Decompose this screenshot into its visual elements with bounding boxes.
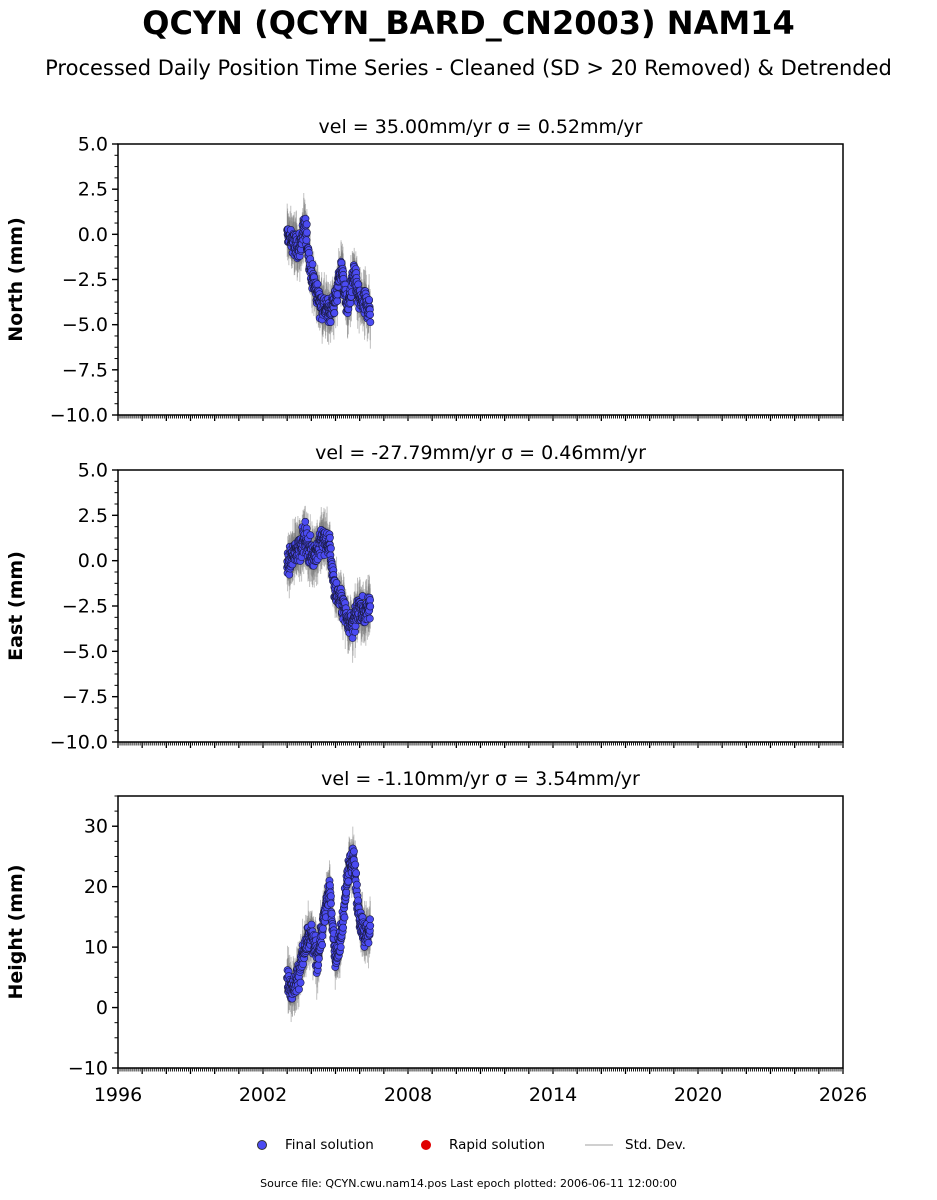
y-tick-label: −5.0: [62, 314, 108, 336]
data-point: [366, 921, 375, 930]
data-point: [344, 877, 353, 886]
data-point: [352, 869, 361, 878]
legend-item-final: Final solution: [257, 1137, 374, 1153]
plot-frame: [117, 469, 844, 743]
data-point: [302, 236, 311, 245]
panel-title: vel = -1.10mm/yr σ = 3.54mm/yr: [321, 768, 640, 790]
data-point: [319, 924, 327, 933]
x-tick-label: 2026: [819, 1084, 867, 1106]
y-tick-label: 2.5: [78, 505, 108, 527]
data-point: [327, 892, 335, 901]
y-tick-label: −2.5: [62, 269, 108, 291]
data-point: [366, 310, 375, 319]
y-axis-label: East (mm): [5, 551, 27, 661]
data-point: [350, 847, 358, 856]
data-point: [302, 228, 311, 237]
legend-label-stddev: Std. Dev.: [625, 1137, 686, 1153]
y-tick-label: 10: [84, 937, 108, 959]
legend-label-final: Final solution: [285, 1137, 374, 1153]
data-point: [366, 602, 375, 611]
data-point: [342, 888, 351, 897]
data-point: [340, 913, 349, 922]
figure-subtitle: Processed Daily Position Time Series - C…: [45, 56, 892, 80]
data-point: [333, 297, 342, 305]
data-point: [366, 596, 374, 604]
panel-1: vel = 35.00mm/yr σ = 0.52mm/yr North (mm)…: [5, 116, 844, 427]
y-tick-label: −5.0: [62, 641, 108, 663]
data-point: [314, 954, 323, 963]
y-tick-label: 30: [84, 816, 108, 838]
data-point: [327, 899, 335, 908]
data-point: [339, 923, 347, 932]
y-axis-label: North (mm): [5, 217, 27, 342]
panel-3: vel = -1.10mm/yr σ = 3.54mm/yr Height (mm…: [5, 768, 867, 1106]
y-tick-label: 0.0: [78, 224, 108, 246]
data-point: [366, 915, 374, 924]
y-axis-label: Height (mm): [5, 864, 27, 999]
x-tick-label: 1996: [94, 1084, 142, 1106]
y-tick-label: −10.0: [50, 732, 108, 754]
y-tick-label: −10: [68, 1058, 108, 1080]
data-point: [306, 531, 315, 540]
y-tick-label: 20: [84, 876, 108, 898]
data-layer: [283, 192, 375, 349]
panel-title: vel = 35.00mm/yr σ = 0.52mm/yr: [319, 116, 643, 138]
legend-label-rapid: Rapid solution: [449, 1137, 545, 1153]
data-point: [305, 248, 313, 257]
panel-2: vel = -27.79mm/yr σ = 0.46mm/yr East (mm)…: [5, 442, 844, 754]
x-tick-label: 2014: [529, 1084, 577, 1106]
legend-item-rapid: Rapid solution: [421, 1137, 545, 1153]
data-point: [330, 309, 339, 317]
plot-frame: [117, 143, 844, 416]
x-tick-label: 2002: [239, 1084, 287, 1106]
rapid-solution-marker-icon: [421, 1140, 431, 1150]
data-point: [308, 260, 317, 269]
data-point: [318, 941, 327, 949]
data-point: [353, 880, 361, 889]
y-tick-label: 2.5: [78, 179, 108, 201]
y-tick-label: 0.0: [78, 550, 108, 572]
data-point: [327, 909, 336, 918]
data-layer: [283, 826, 375, 1023]
y-tick-label: −7.5: [62, 359, 108, 381]
y-tick-label: −2.5: [62, 596, 108, 618]
final-solution-marker-icon: [257, 1140, 267, 1150]
data-point: [326, 533, 334, 542]
x-tick-label: 2020: [674, 1084, 722, 1106]
data-point: [365, 614, 374, 623]
std-dev-line-icon: [585, 1144, 613, 1146]
plot-frame: [117, 795, 844, 1069]
y-tick-label: 5.0: [78, 134, 108, 156]
data-point: [327, 544, 335, 553]
legend-item-stddev: Std. Dev.: [585, 1137, 686, 1153]
data-point: [314, 961, 323, 969]
data-point: [302, 220, 311, 229]
data-point: [313, 280, 322, 289]
legend: Final solution Rapid solution Std. Dev.: [0, 1137, 937, 1157]
data-point: [351, 860, 360, 869]
data-layer: [283, 505, 375, 663]
source-note: Source file: QCYN.cwu.nam14.pos Last epo…: [260, 1177, 677, 1190]
data-point: [336, 943, 345, 951]
data-point: [365, 295, 374, 304]
data-point: [366, 318, 375, 327]
x-tick-label: 2008: [384, 1084, 432, 1106]
data-point: [326, 881, 334, 890]
data-point: [326, 318, 335, 326]
data-point: [307, 920, 316, 929]
data-point: [296, 978, 305, 987]
data-point: [364, 938, 373, 947]
y-tick-label: 5.0: [78, 460, 108, 482]
y-tick-label: −7.5: [62, 686, 108, 708]
y-tick-label: −10.0: [50, 405, 108, 427]
panel-title: vel = -27.79mm/yr σ = 0.46mm/yr: [315, 442, 646, 464]
data-point: [318, 932, 327, 940]
y-tick-label: 0: [96, 997, 108, 1019]
figure-title: QCYN (QCYN_BARD_CN2003) NAM14: [142, 4, 795, 42]
data-point: [301, 517, 310, 526]
data-point: [295, 985, 303, 994]
